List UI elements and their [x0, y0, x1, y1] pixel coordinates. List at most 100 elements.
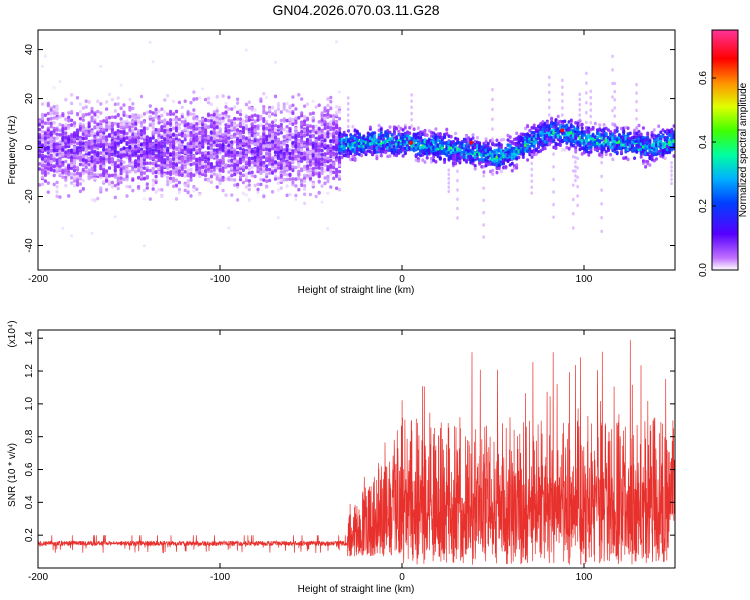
heatmap-cell — [294, 157, 298, 161]
heatmap-cell — [265, 151, 269, 155]
heatmap-cell — [215, 138, 219, 143]
heatmap-cell — [456, 206, 459, 211]
heatmap-cell — [81, 124, 85, 129]
heatmap-cell — [67, 154, 71, 158]
heatmap-cell — [206, 142, 211, 146]
heatmap-cell — [300, 178, 304, 182]
heatmap-cell — [419, 130, 423, 134]
heatmap-cell — [227, 136, 231, 140]
heatmap-cell — [49, 140, 53, 145]
heatmap-cell — [52, 168, 56, 173]
heatmap-cell — [236, 182, 240, 187]
heatmap-cell — [125, 119, 129, 123]
heatmap-cell — [241, 157, 245, 162]
heatmap-cell — [107, 133, 112, 138]
heatmap-cell — [113, 131, 117, 136]
heatmap-cell — [183, 174, 187, 178]
heatmap-cell — [148, 151, 152, 155]
heatmap-cell — [212, 148, 216, 152]
heatmap-cell — [305, 156, 310, 161]
heatmap-cell — [238, 154, 243, 158]
heatmap-cell — [368, 125, 372, 130]
heatmap-cell — [311, 99, 315, 103]
heatmap-cell — [81, 154, 85, 159]
heatmap-cell — [279, 122, 283, 127]
heatmap-cell — [177, 166, 181, 170]
heatmap-cell — [90, 167, 94, 172]
heatmap-cell — [142, 135, 146, 139]
heatmap-cell — [268, 171, 272, 175]
heatmap-cell — [119, 171, 123, 176]
heatmap-cell — [230, 173, 234, 178]
heatmap-cell — [311, 115, 315, 120]
heatmap-cell — [96, 99, 100, 104]
heatmap-cell — [122, 169, 126, 174]
heatmap-cell — [268, 134, 272, 138]
heatmap-cell — [291, 165, 295, 169]
heatmap-cell — [61, 129, 65, 134]
heatmap-cell — [148, 168, 152, 173]
heatmap-cell — [297, 169, 301, 174]
heatmap-cell — [186, 158, 190, 163]
heatmap-cell — [55, 158, 59, 162]
heatmap-cell — [311, 182, 315, 187]
heatmap-cell — [238, 158, 243, 162]
heatmap-cell — [305, 166, 310, 171]
heatmap-cell — [335, 143, 339, 148]
heatmap-cell — [38, 183, 42, 187]
heatmap-cell — [67, 171, 71, 176]
heatmap-cell — [206, 136, 211, 140]
heatmap-cell — [151, 111, 155, 115]
heatmap-cell — [212, 165, 216, 169]
heatmap-cell — [204, 125, 208, 129]
heatmap-cell — [131, 140, 135, 144]
heatmap-cell — [189, 126, 193, 130]
heatmap-cell — [110, 185, 114, 189]
heatmap-cell — [247, 179, 251, 183]
heatmap-cell — [40, 157, 45, 161]
heatmap-cell — [395, 136, 399, 141]
heatmap-cell — [183, 188, 187, 193]
heatmap-cell — [90, 142, 94, 146]
heatmap-cell — [81, 113, 85, 117]
heatmap-cell — [259, 167, 263, 172]
heatmap-cell — [174, 178, 179, 182]
heatmap-cell — [113, 168, 117, 173]
heatmap-cell — [96, 114, 100, 119]
heatmap-cell — [195, 148, 199, 153]
heatmap-cell — [99, 173, 103, 177]
heatmap-cell — [43, 121, 47, 125]
heatmap-cell — [105, 142, 109, 146]
heatmap-cell — [198, 131, 202, 136]
heatmap-cell — [172, 176, 176, 181]
heatmap-cell — [218, 158, 222, 163]
heatmap-cell — [93, 168, 97, 172]
heatmap-cell — [75, 165, 80, 170]
heatmap-cell — [236, 110, 240, 115]
heatmap-cell — [379, 153, 383, 158]
heatmap-cell — [46, 166, 50, 171]
heatmap-cell — [230, 123, 234, 127]
heatmap-cell — [291, 135, 295, 139]
heatmap-cell — [250, 122, 254, 126]
heatmap-cell — [107, 115, 112, 120]
heatmap-cell — [323, 113, 327, 118]
heatmap-cell — [174, 109, 179, 114]
heatmap-cell — [134, 144, 138, 149]
heatmap-cell — [262, 138, 266, 142]
heatmap-cell — [323, 132, 327, 136]
heatmap-cell — [201, 154, 205, 159]
heatmap-cell — [110, 142, 114, 147]
heatmap-cell — [499, 143, 503, 147]
heatmap-cell — [279, 163, 283, 167]
heatmap-cell — [282, 165, 286, 170]
heatmap-cell — [347, 129, 350, 133]
heatmap-cell — [177, 140, 181, 145]
heatmap-cell — [273, 168, 278, 173]
heatmap-cell — [297, 162, 301, 167]
heatmap-cell — [268, 130, 272, 135]
heatmap-cell — [137, 159, 141, 163]
heatmap-cell — [46, 133, 50, 137]
heatmap-cell — [78, 109, 82, 114]
